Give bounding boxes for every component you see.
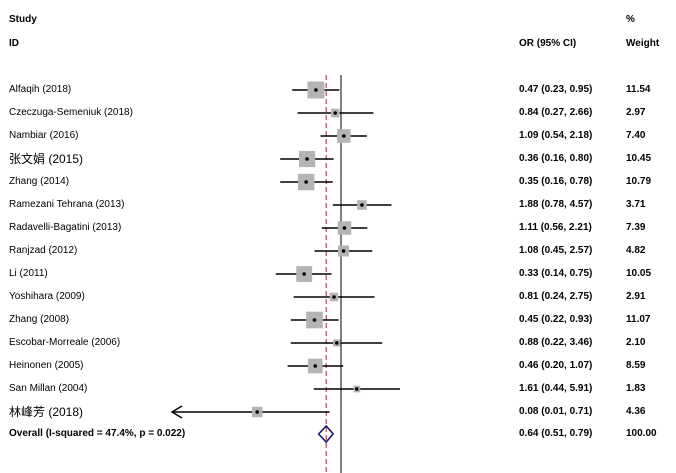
point-estimate bbox=[332, 295, 336, 299]
study-label: San Millan (2004) bbox=[9, 383, 88, 394]
point-estimate bbox=[312, 318, 317, 322]
header-or-ci: OR (95% CI) bbox=[519, 38, 577, 49]
or-ci-value: 0.36 (0.16, 0.80) bbox=[519, 153, 593, 164]
weight-value: 7.39 bbox=[626, 222, 646, 233]
study-label: Zhang (2014) bbox=[9, 176, 70, 187]
point-estimate bbox=[334, 341, 339, 345]
header-id: ID bbox=[9, 38, 19, 49]
point-estimate bbox=[302, 272, 307, 276]
header-study: Study bbox=[9, 14, 37, 25]
weight-value: 8.59 bbox=[626, 360, 646, 371]
or-ci-value: 0.81 (0.24, 2.75) bbox=[519, 291, 593, 302]
point-estimate bbox=[304, 180, 308, 184]
study-label: Czeczuga-Semeniuk (2018) bbox=[9, 107, 133, 118]
weight-value: 2.10 bbox=[626, 337, 646, 348]
weight-value: 4.36 bbox=[626, 406, 646, 417]
overall-weight: 100.00 bbox=[626, 428, 657, 439]
weight-value: 2.97 bbox=[626, 107, 646, 118]
weight-value: 1.83 bbox=[626, 383, 646, 394]
or-ci-value: 0.45 (0.22, 0.93) bbox=[519, 314, 593, 325]
point-estimate bbox=[313, 364, 318, 368]
weight-value: 11.07 bbox=[626, 314, 651, 325]
study-label: Radavelli-Bagatini (2013) bbox=[9, 222, 122, 233]
header-percent: % bbox=[626, 14, 635, 25]
weight-value: 3.71 bbox=[626, 199, 646, 210]
or-ci-value: 0.35 (0.16, 0.78) bbox=[519, 176, 593, 187]
weight-value: 10.05 bbox=[626, 268, 652, 279]
weight-value: 7.40 bbox=[626, 130, 646, 141]
study-label: Ranjzad (2012) bbox=[9, 245, 78, 256]
point-estimate bbox=[314, 88, 318, 92]
or-ci-value: 0.08 (0.01, 0.71) bbox=[519, 406, 593, 417]
ci-arrow bbox=[170, 405, 183, 419]
or-ci-value: 0.88 (0.22, 3.46) bbox=[519, 337, 593, 348]
point-estimate bbox=[360, 203, 364, 207]
or-ci-value: 0.84 (0.27, 2.66) bbox=[519, 107, 593, 118]
study-label: Ramezani Tehrana (2013) bbox=[9, 199, 125, 210]
point-estimate bbox=[305, 157, 309, 161]
or-ci-value: 1.09 (0.54, 2.18) bbox=[519, 130, 593, 141]
or-ci-value: 1.08 (0.45, 2.57) bbox=[519, 245, 593, 256]
point-estimate bbox=[333, 111, 338, 115]
study-label: Zhang (2008) bbox=[9, 314, 70, 325]
study-label: Escobar-Morreale (2006) bbox=[9, 337, 121, 348]
or-ci-value: 0.33 (0.14, 0.75) bbox=[519, 268, 593, 279]
point-estimate bbox=[341, 249, 346, 253]
study-label: Nambiar (2016) bbox=[9, 130, 79, 141]
header-weight: Weight bbox=[626, 38, 660, 49]
or-ci-value: 0.47 (0.23, 0.95) bbox=[519, 84, 593, 95]
weight-value: 10.45 bbox=[626, 153, 652, 164]
weight-value: 11.54 bbox=[626, 84, 651, 95]
point-estimate bbox=[355, 387, 359, 391]
study-label: 张文娟 (2015) bbox=[9, 152, 84, 166]
or-ci-value: 0.46 (0.20, 1.07) bbox=[519, 360, 593, 371]
overall-diamond bbox=[317, 424, 335, 444]
point-estimate bbox=[342, 134, 346, 138]
overall-or-ci: 0.64 (0.51, 0.79) bbox=[519, 428, 593, 439]
study-label: Li (2011) bbox=[9, 268, 48, 279]
or-ci-value: 1.11 (0.56, 2.21) bbox=[519, 222, 592, 233]
overall-label: Overall (I-squared = 47.4%, p = 0.022) bbox=[9, 428, 186, 439]
point-estimate bbox=[342, 226, 347, 230]
or-ci-value: 1.61 (0.44, 5.91) bbox=[519, 383, 593, 394]
study-label: Alfaqih (2018) bbox=[9, 84, 72, 95]
study-label: Heinonen (2005) bbox=[9, 360, 84, 371]
study-label: Yoshihara (2009) bbox=[9, 291, 85, 302]
point-estimate bbox=[255, 410, 259, 414]
study-label: 林峰芳 (2018) bbox=[9, 405, 84, 419]
or-ci-value: 1.88 (0.78, 4.57) bbox=[519, 199, 593, 210]
weight-value: 2.91 bbox=[626, 291, 646, 302]
weight-value: 4.82 bbox=[626, 245, 646, 256]
weight-value: 10.79 bbox=[626, 176, 652, 187]
